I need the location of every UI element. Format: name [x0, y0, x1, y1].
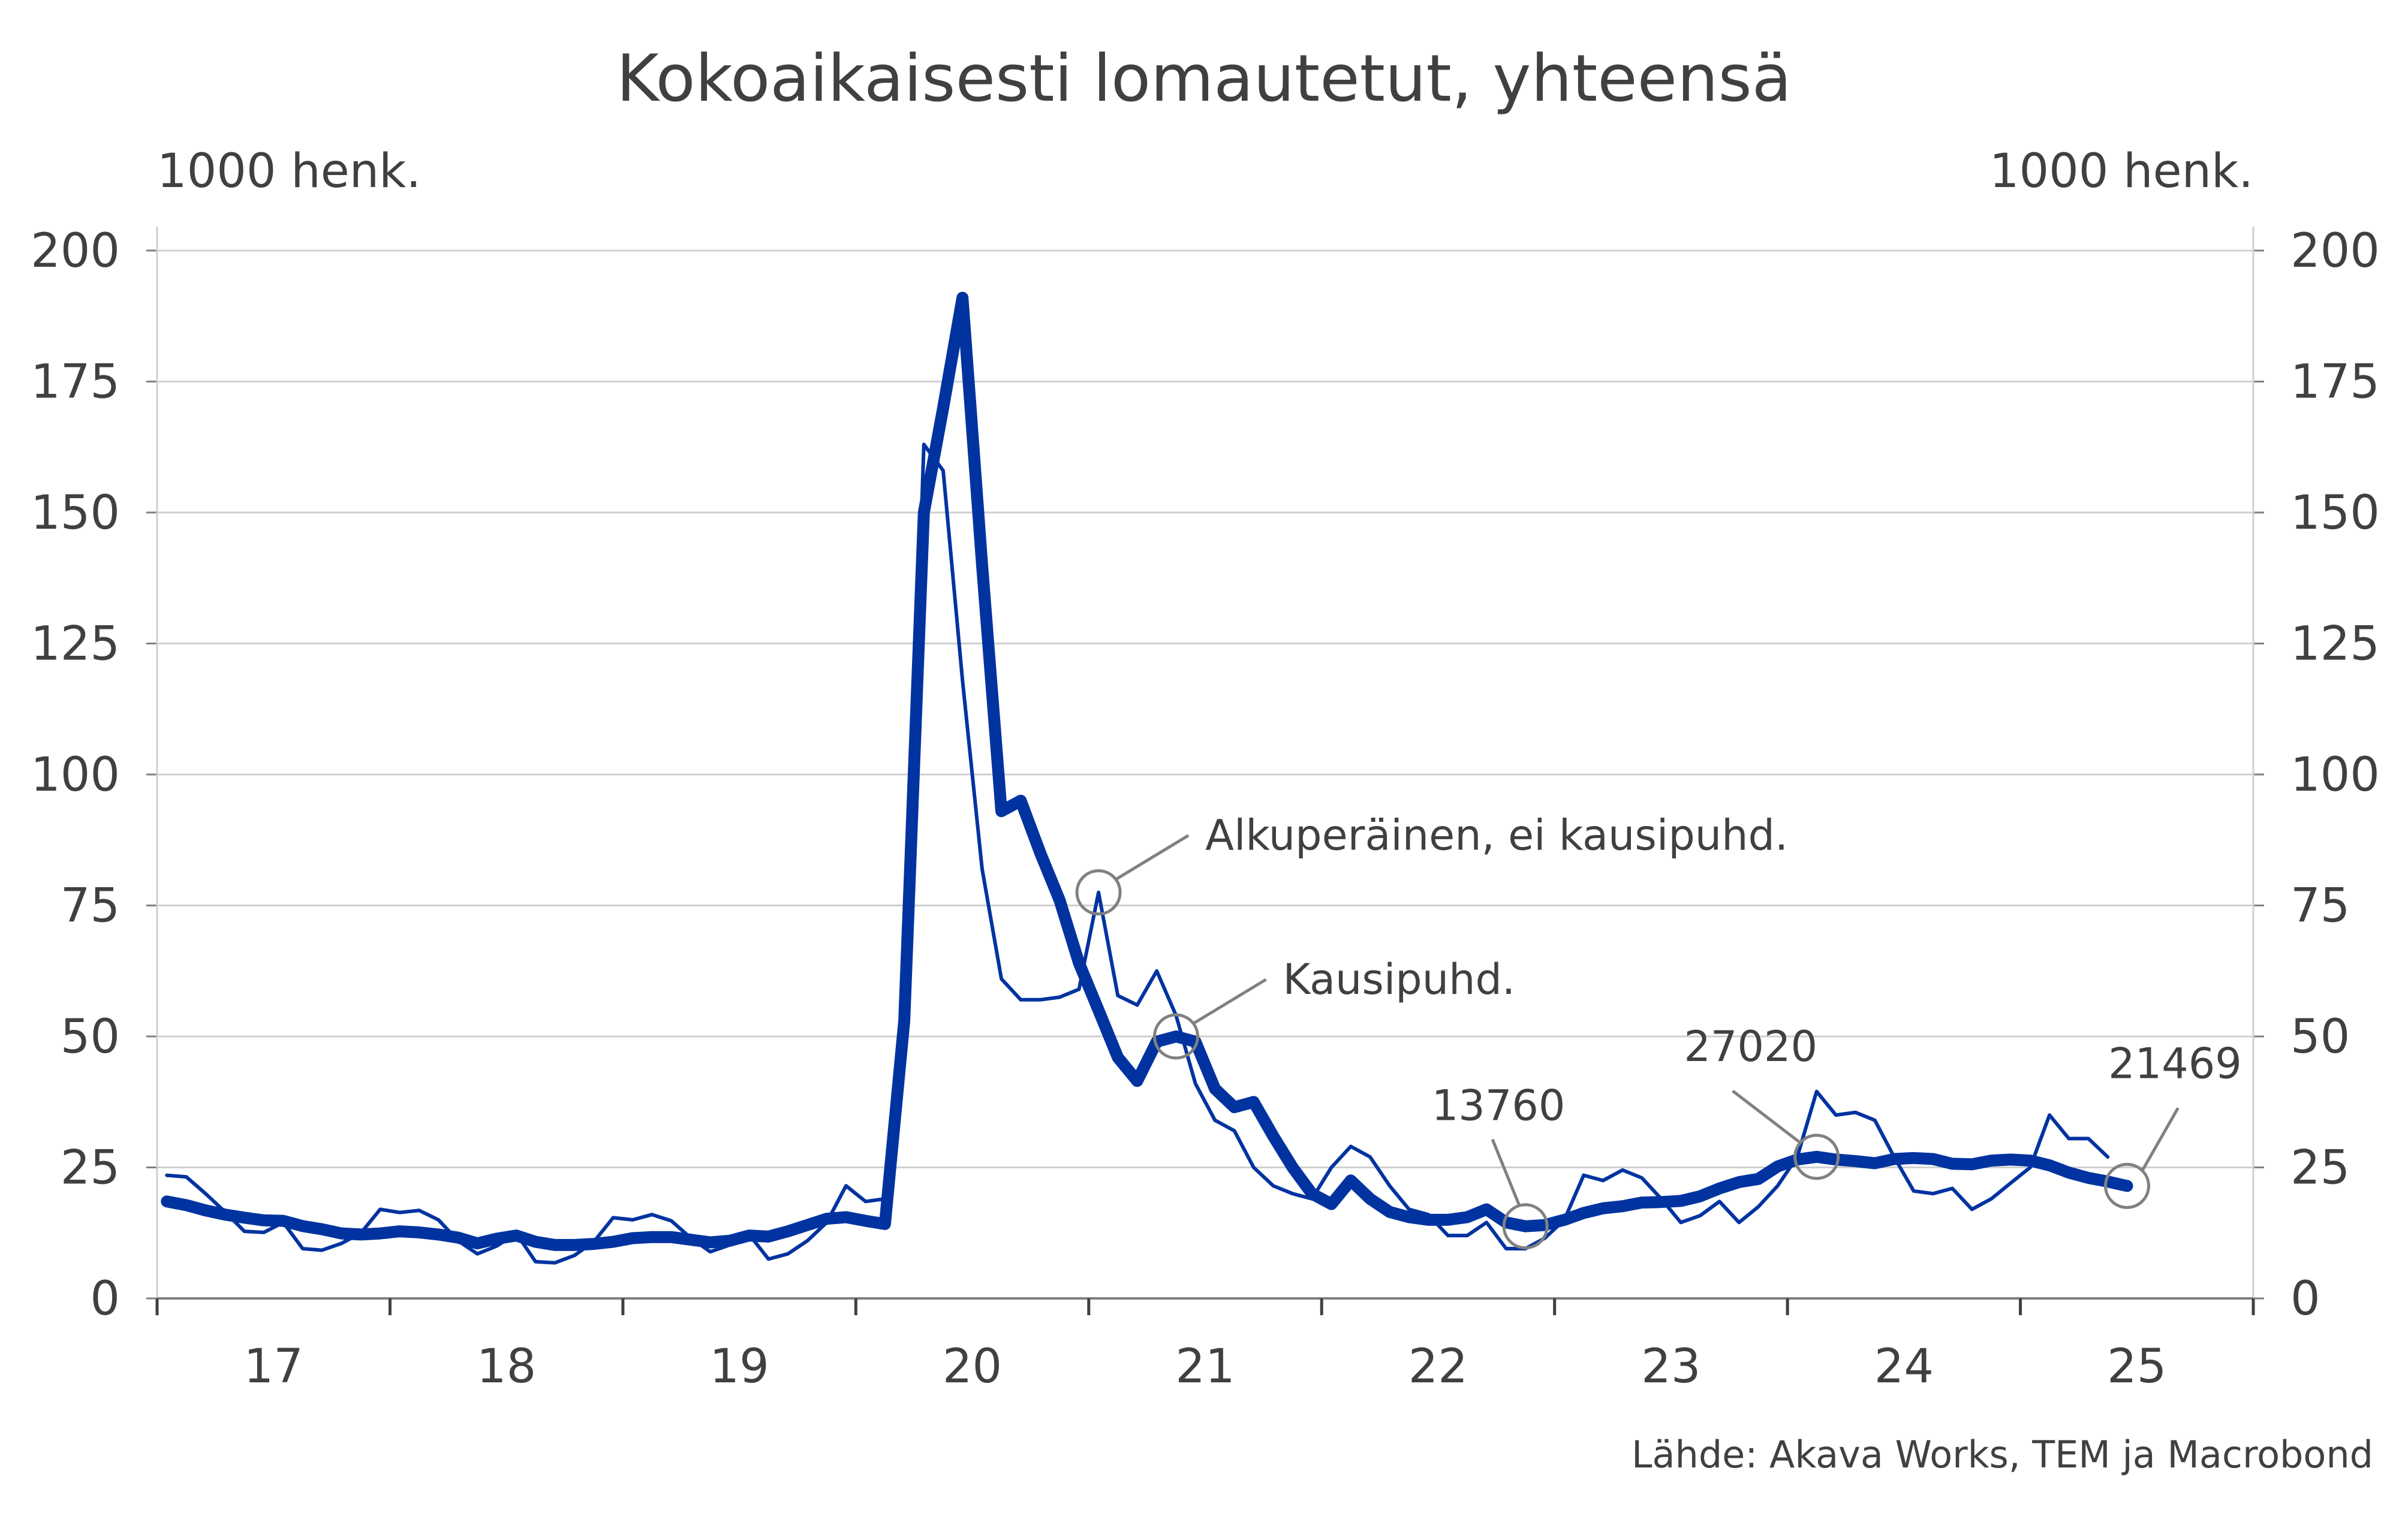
right-tick-label: 0: [2290, 1272, 2320, 1326]
left-tick-label: 125: [31, 617, 120, 671]
left-tick-label: 25: [61, 1141, 120, 1195]
series-line-original: [165, 442, 2110, 1265]
right-tick-label: 25: [2290, 1141, 2350, 1195]
annotation-label: 27020: [1684, 1022, 1817, 1071]
left-tick-label: 150: [31, 486, 120, 540]
left-y-axis: 0 25 50 75 100 125 150 175 200: [31, 224, 158, 1326]
right-tick-label: 125: [2290, 617, 2380, 671]
right-y-axis: 0 25 50 75 100 125 150 175 200: [2252, 224, 2380, 1326]
annotation-leader: [1192, 978, 1267, 1025]
annotation-marker: [1502, 1203, 1549, 1250]
annotation-label: 21469: [2108, 1039, 2242, 1088]
annotation-leader: [1115, 834, 1190, 881]
x-axis: 17 18 19 20 21 22 23 24 25: [155, 1297, 2255, 1394]
right-tick-label: 50: [2290, 1010, 2350, 1064]
right-tick-label: 175: [2290, 355, 2380, 409]
left-tick-label: 0: [90, 1272, 120, 1326]
x-tick-label: 19: [709, 1340, 769, 1394]
x-tick-label: 25: [2107, 1340, 2166, 1394]
left-tick-label: 75: [61, 879, 120, 933]
annotation-leader: [1491, 1138, 1521, 1205]
annotation-marker: [2103, 1162, 2150, 1209]
annotation-leader: [1732, 1089, 1802, 1144]
annotation-label: 13760: [1432, 1081, 1566, 1131]
left-tick-label: 100: [31, 748, 120, 802]
x-tick-label: 22: [1408, 1340, 1468, 1394]
x-tick-label: 24: [1874, 1340, 1934, 1394]
source-note: Lähde: Akava Works, TEM ja Macrobond: [1632, 1433, 2373, 1476]
annotation-marker: [1075, 869, 1122, 916]
left-axis-unit: 1000 henk.: [157, 144, 421, 198]
annotation-label: Kausipuhd.: [1283, 955, 1515, 1004]
x-tick-label: 21: [1175, 1340, 1235, 1394]
annotation-marker: [1152, 1013, 1199, 1060]
left-tick-label: 175: [31, 355, 120, 409]
gridlines: [157, 249, 2253, 1168]
chart-title: Kokoaikaisesti lomautetut, yhteensä: [616, 41, 1792, 116]
left-tick-label: 200: [31, 224, 120, 278]
right-tick-label: 100: [2290, 748, 2380, 802]
annotation-leader: [2141, 1107, 2180, 1172]
x-tick-label: 23: [1641, 1340, 1700, 1394]
right-tick-label: 75: [2290, 879, 2350, 933]
right-tick-label: 150: [2290, 486, 2380, 540]
annotation-marker: [1793, 1134, 1840, 1180]
x-tick-label: 18: [477, 1340, 536, 1394]
right-axis-unit: 1000 henk.: [1989, 144, 2253, 198]
annotation-label: Alkuperäinen, ei kausipuhd.: [1205, 811, 1788, 860]
series-layer: [161, 291, 2133, 1265]
right-tick-label: 200: [2290, 224, 2380, 278]
series-line-seasonally-adjusted: [161, 291, 2133, 1251]
x-tick-label: 17: [244, 1340, 303, 1394]
left-tick-label: 50: [61, 1010, 120, 1064]
x-tick-label: 20: [943, 1340, 1002, 1394]
annotations: Alkuperäinen, ei kausipuhd. Kausipuhd. 137…: [1075, 811, 2242, 1250]
